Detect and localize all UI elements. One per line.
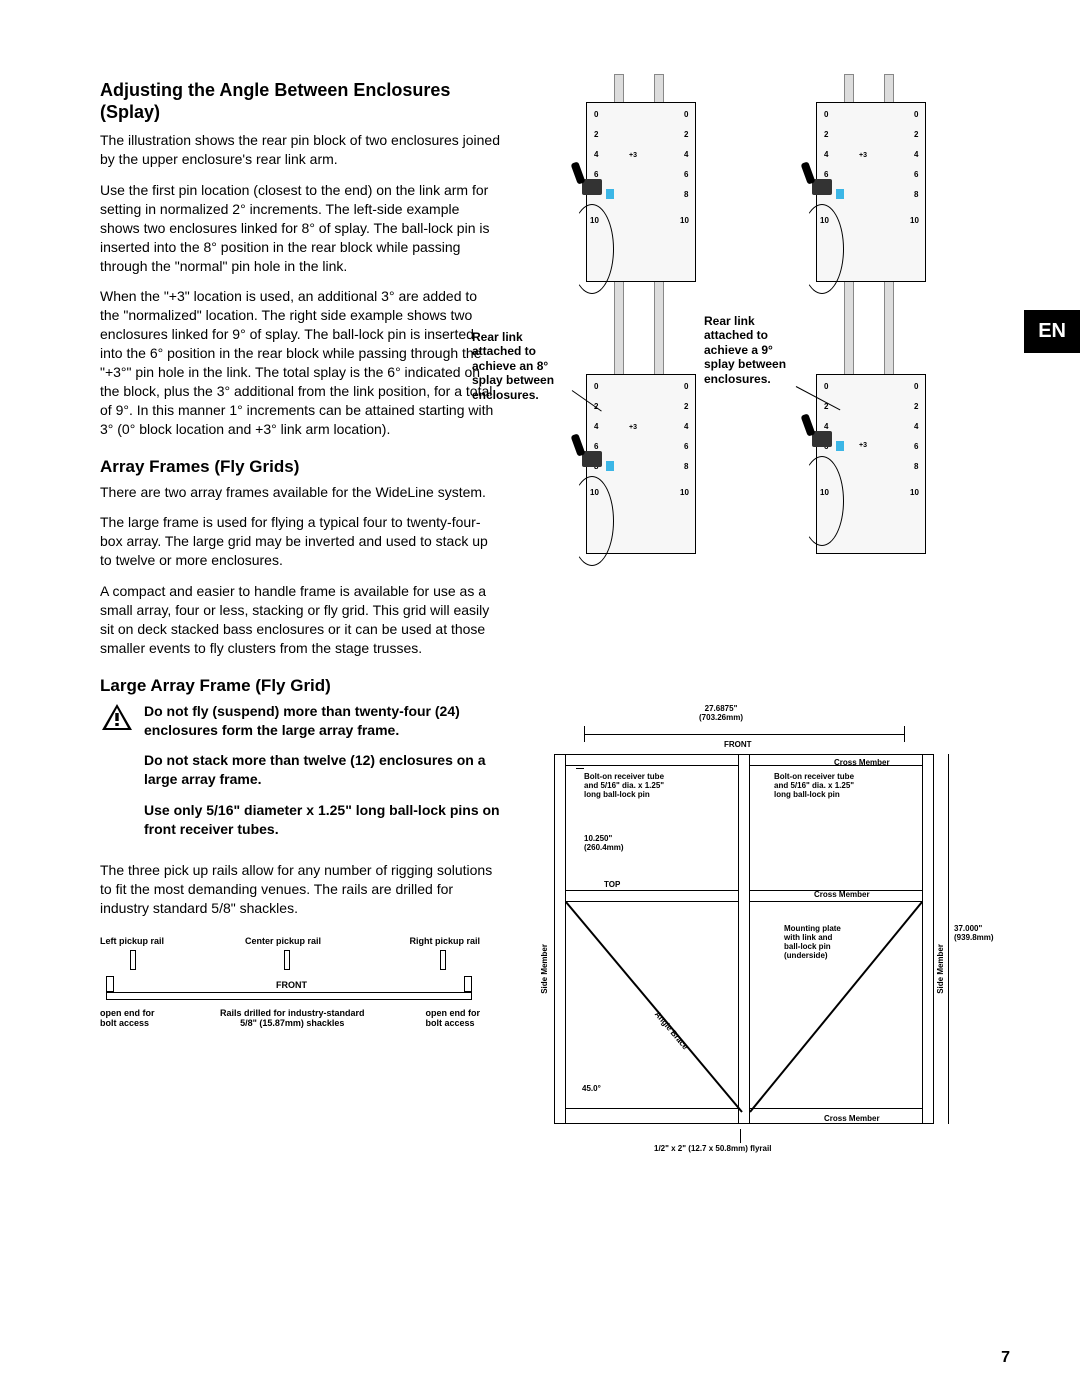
left-column: Adjusting the Angle Between Enclosures (… xyxy=(100,80,500,1174)
para: There are two array frames available for… xyxy=(100,483,500,502)
caption-8deg: Rear link attached to achieve an 8° spla… xyxy=(472,330,572,402)
heading-large-frame: Large Array Frame (Fly Grid) xyxy=(100,676,500,696)
para: Use the first pin location (closest to t… xyxy=(100,181,500,275)
warning-icon xyxy=(100,702,134,732)
pickup-rails-diagram: Left pickup rail Center pickup rail Righ… xyxy=(100,936,480,1056)
para: The large frame is used for flying a typ… xyxy=(100,513,500,570)
frame-diagram: 27.6875" (703.26mm) FRONT Bolt-on receiv… xyxy=(524,704,994,1174)
para: When the "+3" location is used, an addit… xyxy=(100,287,500,438)
page-number: 7 xyxy=(1001,1349,1010,1367)
heading-array-frames: Array Frames (Fly Grids) xyxy=(100,457,500,477)
language-tab: EN xyxy=(1024,310,1080,353)
para: A compact and easier to handle frame is … xyxy=(100,582,500,658)
warning-text: Do not fly (suspend) more than twenty-fo… xyxy=(144,702,500,851)
caption-9deg: Rear link attached to achieve a 9° splay… xyxy=(704,314,804,386)
para: The illustration shows the rear pin bloc… xyxy=(100,131,500,169)
heading-splay: Adjusting the Angle Between Enclosures (… xyxy=(100,80,500,123)
splay-diagram: 00 22 44 +3 66 8 1010 00 22 44 +3 66 8 1… xyxy=(524,84,984,664)
para: The three pick up rails allow for any nu… xyxy=(100,861,500,918)
